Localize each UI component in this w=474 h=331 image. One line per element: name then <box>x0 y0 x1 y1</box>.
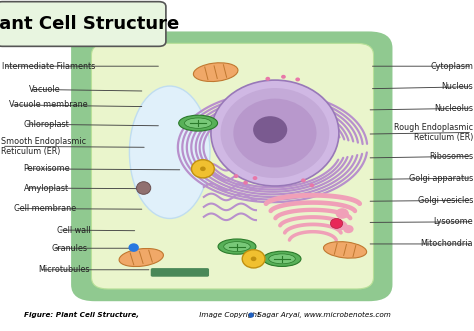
Ellipse shape <box>200 166 206 171</box>
Ellipse shape <box>233 99 317 167</box>
Text: Lysosome: Lysosome <box>433 217 473 226</box>
Ellipse shape <box>295 77 300 81</box>
Text: Golgi apparatus: Golgi apparatus <box>409 173 473 183</box>
Ellipse shape <box>128 243 139 252</box>
Text: Peroxisome: Peroxisome <box>24 164 70 173</box>
Ellipse shape <box>265 77 270 81</box>
Ellipse shape <box>234 174 238 178</box>
Ellipse shape <box>179 115 218 131</box>
Ellipse shape <box>301 178 306 182</box>
Ellipse shape <box>336 208 349 219</box>
FancyBboxPatch shape <box>151 268 209 277</box>
Ellipse shape <box>253 116 287 143</box>
Text: Microtubules: Microtubules <box>38 265 90 274</box>
Ellipse shape <box>334 221 346 230</box>
Text: Nucleolus: Nucleolus <box>434 104 473 113</box>
Text: Rough Endoplasmic
Reticulum (ER): Rough Endoplasmic Reticulum (ER) <box>394 123 473 142</box>
Text: Ribosomes: Ribosomes <box>429 152 473 161</box>
Ellipse shape <box>193 63 238 81</box>
Text: Figure: Plant Cell Structure,: Figure: Plant Cell Structure, <box>24 312 139 318</box>
Text: Sagar Aryal, www.microbenotes.com: Sagar Aryal, www.microbenotes.com <box>255 312 391 318</box>
Text: Golgi vesicles: Golgi vesicles <box>418 196 473 205</box>
Text: Plant Cell Structure: Plant Cell Structure <box>0 15 179 33</box>
Ellipse shape <box>184 118 212 128</box>
Ellipse shape <box>211 80 339 186</box>
Text: Chloroplast: Chloroplast <box>24 119 70 129</box>
Text: Cell wall: Cell wall <box>57 225 91 235</box>
Text: Cytoplasm: Cytoplasm <box>430 62 473 71</box>
Ellipse shape <box>253 176 257 180</box>
Text: Granules: Granules <box>51 244 87 253</box>
Text: Mitochondria: Mitochondria <box>420 239 473 249</box>
Ellipse shape <box>343 225 354 233</box>
Ellipse shape <box>129 86 210 218</box>
Text: Vacuole membrane: Vacuole membrane <box>9 100 88 110</box>
Text: Amyloplast: Amyloplast <box>24 183 69 193</box>
Text: Vacuole: Vacuole <box>28 85 60 94</box>
Ellipse shape <box>263 251 301 266</box>
Text: Image Copyright: Image Copyright <box>197 312 260 318</box>
Text: Intermediate Filaments: Intermediate Filaments <box>2 62 96 71</box>
Ellipse shape <box>248 312 254 318</box>
Ellipse shape <box>243 181 248 185</box>
Ellipse shape <box>220 88 329 178</box>
FancyBboxPatch shape <box>71 31 392 301</box>
Ellipse shape <box>324 242 366 258</box>
Ellipse shape <box>269 254 295 264</box>
Ellipse shape <box>191 160 214 178</box>
Ellipse shape <box>137 182 151 194</box>
Text: Cell membrane: Cell membrane <box>14 204 76 213</box>
Ellipse shape <box>224 242 250 252</box>
Ellipse shape <box>242 250 265 268</box>
Ellipse shape <box>330 218 343 228</box>
Text: Smooth Endoplasmic
Reticulum (ER): Smooth Endoplasmic Reticulum (ER) <box>1 137 86 156</box>
Ellipse shape <box>281 75 286 79</box>
Text: Nucleus: Nucleus <box>441 82 473 91</box>
Ellipse shape <box>218 239 256 254</box>
FancyBboxPatch shape <box>91 43 374 289</box>
Ellipse shape <box>119 249 164 266</box>
Ellipse shape <box>251 257 256 261</box>
FancyBboxPatch shape <box>0 2 166 46</box>
Ellipse shape <box>310 183 314 187</box>
